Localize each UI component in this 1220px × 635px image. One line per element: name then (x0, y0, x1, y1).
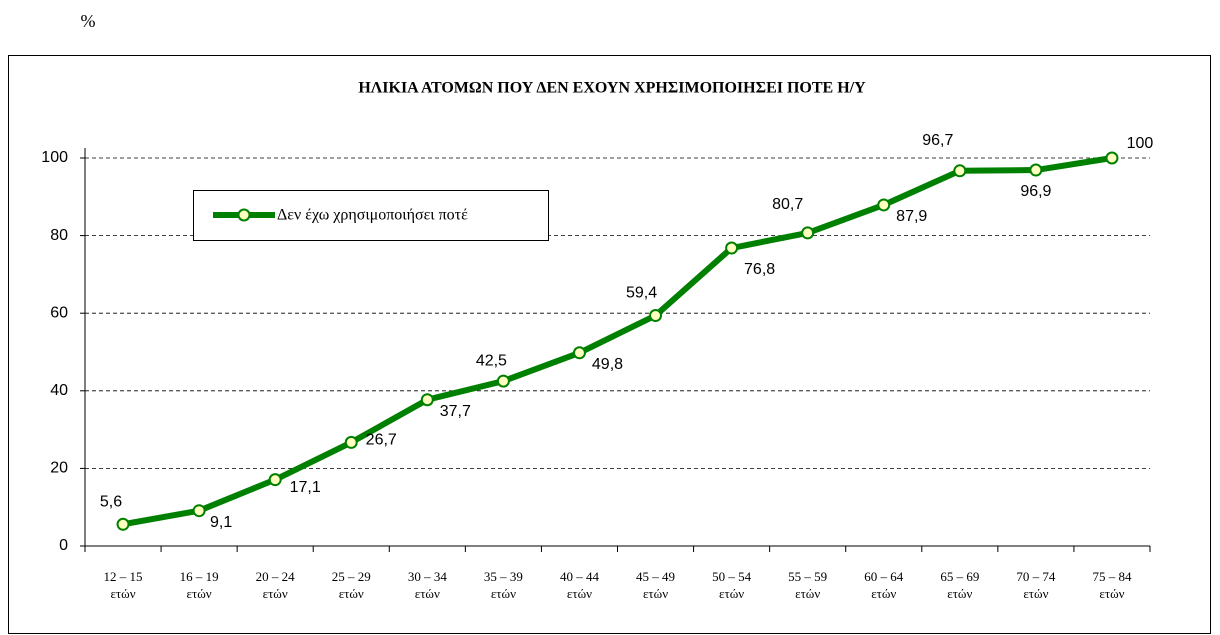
data-label: 87,9 (896, 208, 927, 225)
data-label: 96,9 (1020, 183, 1051, 200)
x-tick-label: 30 – 34 ετών (407, 569, 447, 601)
data-point (572, 346, 586, 360)
data-point (725, 241, 739, 255)
y-axis-label: % (81, 11, 96, 31)
x-tick-label: 50 – 54 ετών (712, 569, 752, 601)
legend-marker (237, 208, 251, 222)
x-tick-label: 16 – 19 ετών (179, 569, 219, 601)
x-tick-label: 60 – 64 ετών (864, 569, 904, 601)
data-point (192, 504, 206, 518)
x-tick-label: 45 – 49 ετών (636, 569, 676, 601)
chart-border (8, 55, 1211, 634)
data-label: 9,1 (210, 514, 232, 531)
data-point (420, 393, 434, 407)
data-point (496, 374, 510, 388)
data-point (116, 517, 130, 531)
y-tick-label: 100 (41, 149, 68, 166)
data-label: 96,7 (922, 132, 953, 149)
y-tick-label: 80 (50, 227, 68, 244)
series-line (122, 155, 1113, 528)
data-label: 80,7 (772, 196, 803, 213)
data-label: 5,6 (100, 493, 122, 510)
x-tick-label: 25 – 29 ετών (331, 569, 371, 601)
data-point (1029, 163, 1043, 177)
y-tick-label: 40 (50, 382, 68, 399)
x-tick-label: 20 – 24 ετών (255, 569, 295, 601)
data-point (801, 226, 815, 240)
x-tick-label: 12 – 15 ετών (103, 569, 143, 601)
y-tick-label: 60 (50, 304, 68, 321)
x-tick-label: 55 – 59 ετών (788, 569, 828, 601)
data-label: 59,4 (626, 285, 657, 302)
data-label: 49,8 (592, 356, 623, 373)
data-label: 37,7 (440, 403, 471, 420)
data-point (953, 164, 967, 178)
data-point (1105, 151, 1119, 165)
data-point (268, 473, 282, 487)
x-tick-label: 40 – 44 ετών (559, 569, 599, 601)
data-label: 17,1 (290, 479, 321, 496)
data-point (877, 198, 891, 212)
chart-title: ΗΛΙΚΙΑ ΑΤΟΜΩΝ ΠΟΥ ΔΕΝ ΕΧΟΥΝ ΧΡΗΣΙΜΟΠΟΙΗΣ… (358, 80, 866, 97)
data-point (344, 435, 358, 449)
x-tick-label: 65 – 69 ετών (940, 569, 980, 601)
x-tick-label: 75 – 84 ετών (1092, 569, 1132, 601)
y-tick-label: 20 (50, 460, 68, 477)
data-label: 26,7 (366, 432, 397, 449)
legend-box (193, 190, 549, 241)
x-tick-label: 35 – 39 ετών (483, 569, 523, 601)
x-tick-label: 70 – 74 ετών (1016, 569, 1056, 601)
legend-label: Δεν έχω χρησιμοποιήσει ποτέ (277, 207, 468, 224)
data-label: 100 (1127, 135, 1154, 152)
y-tick-label: 0 (59, 537, 68, 554)
data-label: 42,5 (476, 352, 507, 369)
data-point (649, 309, 663, 323)
data-label: 76,8 (744, 261, 775, 278)
